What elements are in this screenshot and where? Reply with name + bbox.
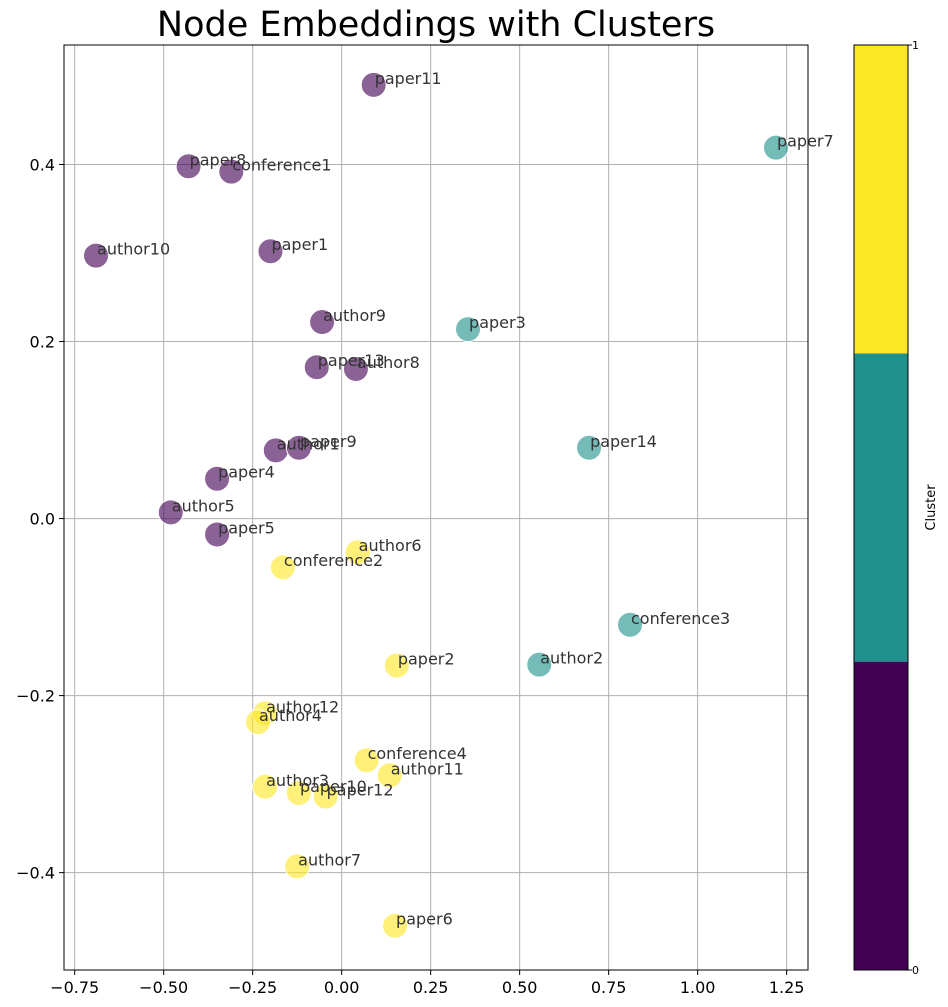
point-label: paper2 [398,650,455,669]
y-tick-label: 0.0 [30,510,55,529]
scatter-point [312,783,339,810]
point-label: paper6 [396,910,453,929]
points [83,71,789,939]
scatter-point [285,779,312,806]
scatter-point [344,539,371,566]
scatter-point [204,465,231,492]
point-label: conference3 [631,609,730,628]
y-tick-label: 0.4 [30,155,55,174]
scatter-point [257,238,284,265]
x-tick-label: 0.00 [324,978,360,997]
point-label: paper9 [300,432,357,451]
scatter-point [526,651,553,678]
point-label: paper13 [318,351,385,370]
scatter-point [309,309,336,336]
scatter-point [204,521,231,548]
point-label: author3 [266,771,329,790]
scatter-point [360,71,387,98]
scatter-point [617,611,644,638]
x-axis: −0.75 −0.50 −0.25 0.00 0.25 0.50 0.75 1.00 1.25 [50,970,804,997]
scatter-point [252,773,279,800]
point-label: conference2 [284,551,383,570]
x-tick-label: 1.00 [680,978,716,997]
scatter-point [455,316,482,343]
scatter-point [175,153,202,180]
grid [64,45,808,970]
colorbar-tick-label: 0 [912,964,919,977]
scatter-point [376,762,403,789]
x-tick-label: −0.25 [228,978,277,997]
scatter-point [284,853,311,880]
scatter-point [576,434,603,461]
point-label: paper4 [218,463,275,482]
point-label: paper14 [590,432,657,451]
point-label: conference4 [368,744,467,763]
point-label: author10 [97,240,170,259]
x-tick-label: 1.25 [769,978,805,997]
scatter-point [218,158,245,185]
scatter-point [382,912,409,939]
x-tick-label: 0.75 [591,978,627,997]
point-label: paper12 [327,781,394,800]
colorbar-segment [854,661,908,970]
point-label: paper5 [218,518,275,537]
scatter-point [245,709,272,736]
point-label: paper1 [271,235,328,254]
colorbar-tick-label: 1 [912,39,919,52]
y-tick-label: −0.4 [16,864,55,883]
point-label: paper10 [300,777,367,796]
scatter-point [303,354,330,381]
y-tick-label: 0.2 [30,333,55,352]
x-tick-label: −0.75 [50,978,99,997]
colorbar-label: Cluster [924,484,939,531]
y-axis: −0.4 −0.2 0.0 0.2 0.4 [16,155,64,883]
y-tick-label: −0.2 [16,687,55,706]
point-label: author2 [540,649,603,668]
point-label: paper7 [777,132,834,151]
point-label: conference1 [232,156,331,175]
point-label: paper8 [190,150,247,169]
x-tick-label: 0.25 [413,978,449,997]
scatter-point [269,554,296,581]
scatter-point [285,434,312,461]
point-label: paper3 [469,313,526,332]
point-label: author9 [323,306,386,325]
point-label: paper11 [375,69,442,88]
point-label: author5 [172,496,235,515]
x-tick-label: 0.50 [502,978,538,997]
point-label: author12 [266,697,339,716]
point-label: author7 [298,850,361,869]
colorbar: 01 [853,39,919,977]
point-label: author4 [259,706,322,725]
colorbar-frame [853,44,909,971]
scatter-point [83,242,110,269]
point-label: author6 [359,536,422,555]
axes-frame [63,44,809,971]
point-label: author1 [277,434,340,453]
scatter-point [342,355,369,382]
point-label: author8 [357,353,420,372]
scatter-point [762,134,789,161]
x-tick-label: −0.50 [139,978,188,997]
scatter-point [383,652,410,679]
point-label: author11 [391,759,464,778]
chart-title: Node Embeddings with Clusters [157,5,715,45]
colorbar-segment [854,353,908,662]
scatter-point [353,747,380,774]
scatter-point [157,499,184,526]
colorbar-segment [854,45,908,354]
